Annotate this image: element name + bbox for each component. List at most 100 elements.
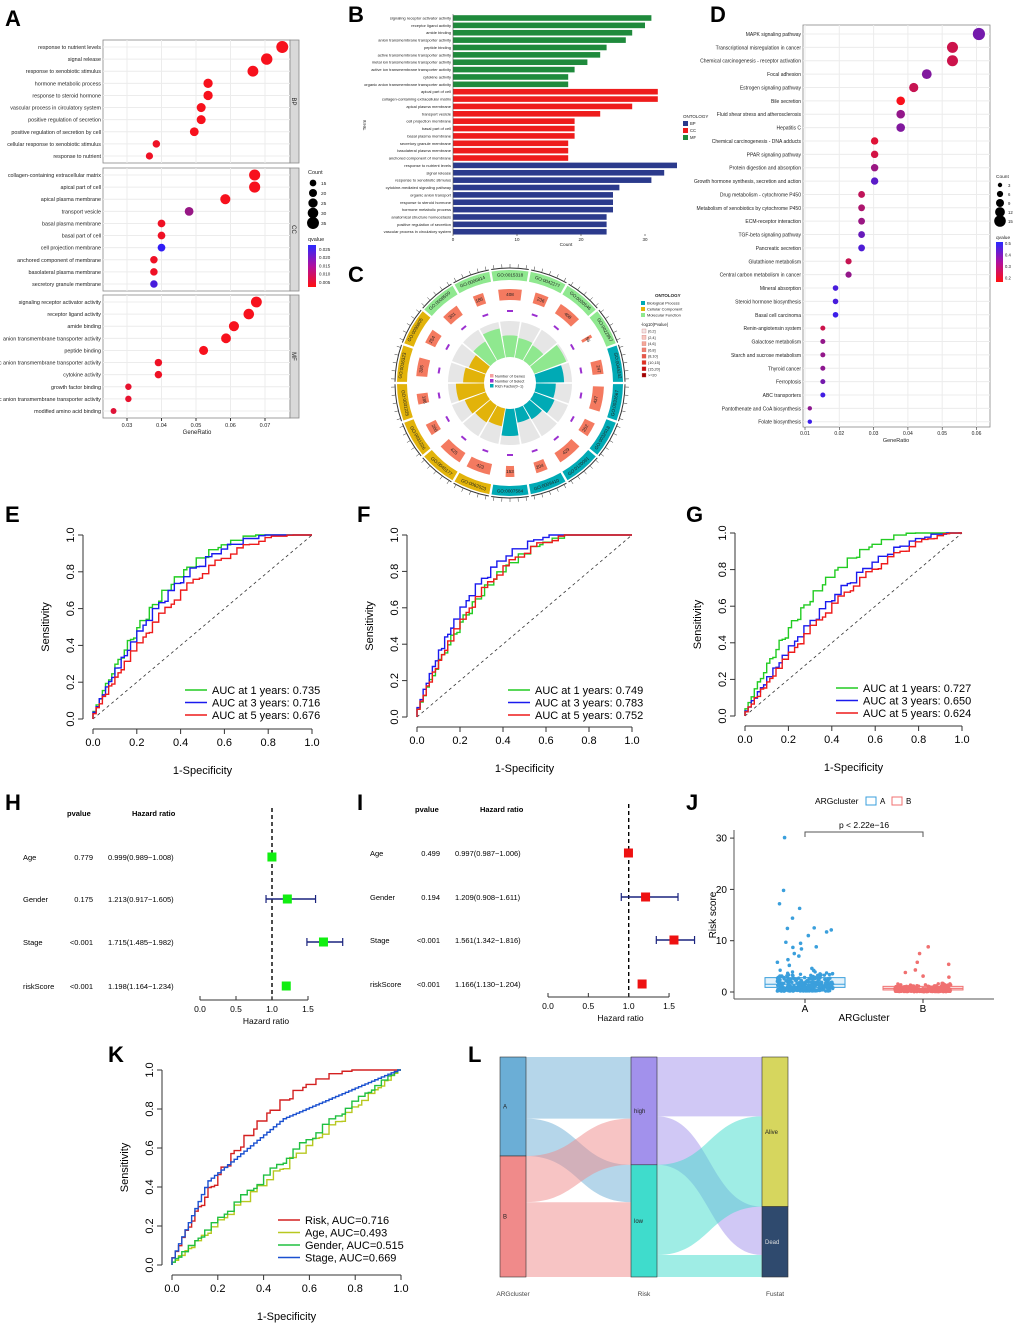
scale-tick bbox=[541, 268, 544, 273]
scale-tick bbox=[570, 281, 574, 286]
legend-label: >=20 bbox=[648, 374, 657, 378]
data-point bbox=[926, 945, 931, 949]
scale-tick bbox=[446, 281, 450, 286]
data-point bbox=[780, 983, 784, 987]
data-point bbox=[905, 989, 909, 993]
data-point bbox=[797, 986, 801, 991]
x-tick-label: 0.07 bbox=[260, 423, 271, 429]
data-point bbox=[804, 989, 808, 993]
term-label: hormone metabolic process bbox=[35, 81, 102, 87]
scale-arc bbox=[394, 344, 403, 382]
y-axis-label: Sensitivity bbox=[692, 599, 704, 649]
data-point bbox=[812, 989, 817, 993]
scale-tick bbox=[416, 453, 420, 457]
select-count-marker bbox=[507, 310, 513, 312]
term-label: Protein digestion and absorption bbox=[729, 166, 801, 172]
legend-size-dot bbox=[997, 182, 1003, 188]
x-tick-label: 0 bbox=[452, 237, 455, 242]
bar-label: organic anion transport bbox=[410, 192, 452, 197]
center-legend-swatch bbox=[490, 379, 494, 383]
term-label: vascular process in circulatory system bbox=[10, 106, 101, 112]
scale-tick bbox=[600, 309, 604, 313]
data-point bbox=[152, 140, 161, 148]
legend-title: ARGcluster bbox=[815, 796, 859, 806]
x-tick-label: 0.8 bbox=[581, 735, 596, 747]
data-point bbox=[784, 940, 788, 945]
data-point bbox=[203, 78, 213, 88]
reference-diagonal bbox=[416, 534, 633, 718]
scale-tick bbox=[623, 402, 628, 404]
legend-label: (0,2] bbox=[648, 330, 656, 334]
legend-label: 0.3 bbox=[1005, 264, 1011, 269]
y-tick-label: 0.4 bbox=[144, 1179, 156, 1194]
data-point bbox=[798, 989, 803, 993]
term-label: cellular response to xenobiotic stimulus bbox=[7, 142, 101, 148]
scale-arc bbox=[531, 269, 567, 284]
data-point bbox=[820, 392, 826, 398]
rich-factor-bar bbox=[468, 355, 490, 374]
go-term-band bbox=[607, 345, 623, 382]
gene-count-bar bbox=[581, 334, 593, 343]
legend-swatch bbox=[683, 128, 688, 133]
x-tick-label: 0.4 bbox=[173, 737, 188, 749]
y-tick-label: 30 bbox=[716, 834, 728, 845]
bar-label: active ion transmembrane transporter act… bbox=[371, 67, 451, 72]
panel-label-g: G bbox=[686, 502, 703, 527]
scale-arc bbox=[568, 283, 598, 309]
rich-factor-bar bbox=[475, 399, 497, 423]
legend-label: (4,6] bbox=[648, 342, 656, 346]
x-tick-label: 1.0 bbox=[393, 1283, 408, 1295]
hazard-ratio-marker bbox=[637, 979, 647, 989]
legend-swatch bbox=[641, 354, 647, 359]
rich-factor-bar bbox=[523, 399, 542, 420]
data-point bbox=[276, 41, 289, 53]
legend-title: ONTOLOGY bbox=[655, 293, 681, 298]
row-label: Age bbox=[370, 849, 383, 858]
legend-size-dot bbox=[308, 198, 318, 208]
gene-count-bar bbox=[505, 465, 515, 477]
color-bar bbox=[308, 245, 316, 287]
scale-tick bbox=[595, 460, 599, 463]
legend-label: Gender, AUC=0.515 bbox=[305, 1240, 404, 1252]
row-label: Stage bbox=[23, 938, 43, 947]
y-tick-label: 1.0 bbox=[717, 525, 729, 540]
data-point bbox=[790, 970, 795, 974]
scale-arc bbox=[598, 423, 619, 457]
go-term-id: GO:0044242 bbox=[613, 352, 623, 379]
data-point bbox=[845, 271, 852, 278]
bar bbox=[453, 184, 620, 191]
data-point bbox=[824, 971, 829, 975]
legend-swatch bbox=[641, 301, 645, 305]
scale-tick bbox=[577, 476, 581, 480]
scale-tick bbox=[556, 274, 559, 278]
scale-tick bbox=[433, 291, 436, 295]
go-term-band bbox=[424, 285, 458, 316]
bar bbox=[453, 169, 665, 176]
rich-factor-bar bbox=[463, 367, 486, 383]
bar bbox=[453, 44, 607, 51]
legend-label: 12 bbox=[1008, 210, 1013, 215]
x-axis-label: GeneRatio bbox=[183, 430, 212, 436]
y-tick-label: 0 bbox=[721, 988, 727, 999]
data-point bbox=[247, 65, 259, 77]
bar bbox=[453, 125, 575, 132]
data-point bbox=[819, 980, 824, 985]
legend-label: 3 bbox=[1008, 183, 1011, 188]
data-point bbox=[778, 968, 782, 972]
x-axis-label: Hazard ratio bbox=[597, 1013, 644, 1023]
scale-tick bbox=[453, 484, 456, 489]
y-tick-label: 10 bbox=[716, 936, 728, 947]
y-tick-label: 0.2 bbox=[65, 675, 77, 690]
scale-tick bbox=[446, 480, 450, 485]
select-count-marker bbox=[569, 343, 575, 351]
data-point bbox=[898, 987, 902, 991]
scale-tick bbox=[613, 330, 618, 333]
x-axis-label: GeneRatio bbox=[883, 438, 909, 444]
sankey-flows bbox=[526, 1057, 762, 1277]
gene-count-label: 236 bbox=[536, 296, 545, 303]
data-point bbox=[946, 962, 951, 967]
scale-tick bbox=[392, 402, 397, 404]
legend-label: 0.015 bbox=[319, 263, 331, 268]
term-label: Hepatitis C bbox=[777, 126, 802, 132]
scale-arc bbox=[422, 457, 452, 483]
